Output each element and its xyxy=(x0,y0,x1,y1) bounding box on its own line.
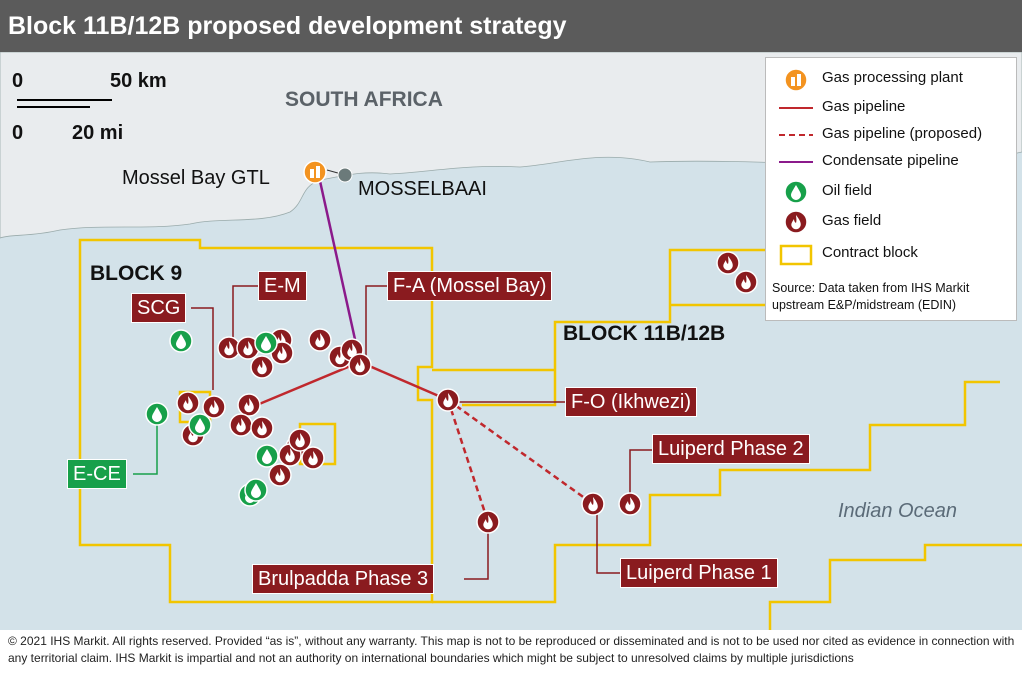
gas-field-icon xyxy=(176,391,200,415)
gas-field-icon xyxy=(202,395,226,419)
oil-field-icon xyxy=(254,331,278,355)
oil-field-icon xyxy=(188,413,212,437)
contract-blocks xyxy=(78,238,1022,630)
legend-label: Contract block xyxy=(822,244,918,261)
gas-field-icon xyxy=(618,492,642,516)
gas-field-icon xyxy=(237,393,261,417)
footer: © 2021 IHS Markit. All rights reserved. … xyxy=(8,634,1015,665)
legend-label: Condensate pipeline xyxy=(822,152,959,169)
legend-keys xyxy=(779,68,813,266)
source: Source: Data taken from IHS Markit upstr… xyxy=(772,281,970,312)
title: Block 11B/12B proposed development strat… xyxy=(0,0,1022,52)
field-label: Luiperd Phase 1 xyxy=(620,558,778,588)
legend: Gas processing plant Gas pipeline Gas pi… xyxy=(765,57,1017,321)
field-label: Luiperd Phase 2 xyxy=(652,434,810,464)
legend-label: Gas pipeline xyxy=(822,98,906,115)
field-label: F-A (Mossel Bay) xyxy=(387,271,553,301)
legend-label: Gas field xyxy=(822,212,882,229)
field-label: SCG xyxy=(131,293,187,323)
oil-field-icon xyxy=(169,329,193,353)
oil-field-icon xyxy=(255,444,279,468)
gas-field-icon xyxy=(348,353,372,377)
legend-label: Oil field xyxy=(822,182,873,199)
town-label: MOSSELBAAI xyxy=(358,178,487,200)
scale-label: 0 xyxy=(12,122,24,144)
scale-label: 0 xyxy=(12,70,24,92)
plant-icon xyxy=(303,160,327,184)
block-label: BLOCK 9 xyxy=(90,262,183,285)
scale-label: 20 mi xyxy=(72,122,124,144)
oil-field-icon xyxy=(145,402,169,426)
legend-label: Gas processing plant xyxy=(822,69,963,86)
gas-field-icon xyxy=(250,355,274,379)
leader-lines xyxy=(133,285,652,580)
gas-field-icon xyxy=(476,510,500,534)
country-label: SOUTH AFRICA xyxy=(285,88,443,111)
gas-field-icon xyxy=(308,328,332,352)
field-label: Brulpadda Phase 3 xyxy=(252,564,435,594)
field-label: E-CE xyxy=(67,459,127,489)
field-label: E-M xyxy=(258,271,307,301)
scale-label: 50 km xyxy=(110,70,167,92)
gas-field-icon xyxy=(581,492,605,516)
plant-label: Mossel Bay GTL xyxy=(122,167,270,189)
town-icon xyxy=(337,167,353,183)
gas-field-icon xyxy=(229,413,253,437)
gas-field-icon xyxy=(716,251,740,275)
field-label: F-O (Ikhwezi) xyxy=(565,387,697,417)
gas-field-icon xyxy=(734,270,758,294)
legend-label: Gas pipeline (proposed) xyxy=(822,125,983,142)
gas-field-icon xyxy=(288,428,312,452)
gas-field-icon xyxy=(250,416,274,440)
gas-field-icon xyxy=(268,463,292,487)
block-label: BLOCK 11B/12B xyxy=(563,322,726,345)
ocean-label: Indian Ocean xyxy=(838,500,957,522)
gas-field-icon xyxy=(436,388,460,412)
oil-field-icon xyxy=(244,478,268,502)
